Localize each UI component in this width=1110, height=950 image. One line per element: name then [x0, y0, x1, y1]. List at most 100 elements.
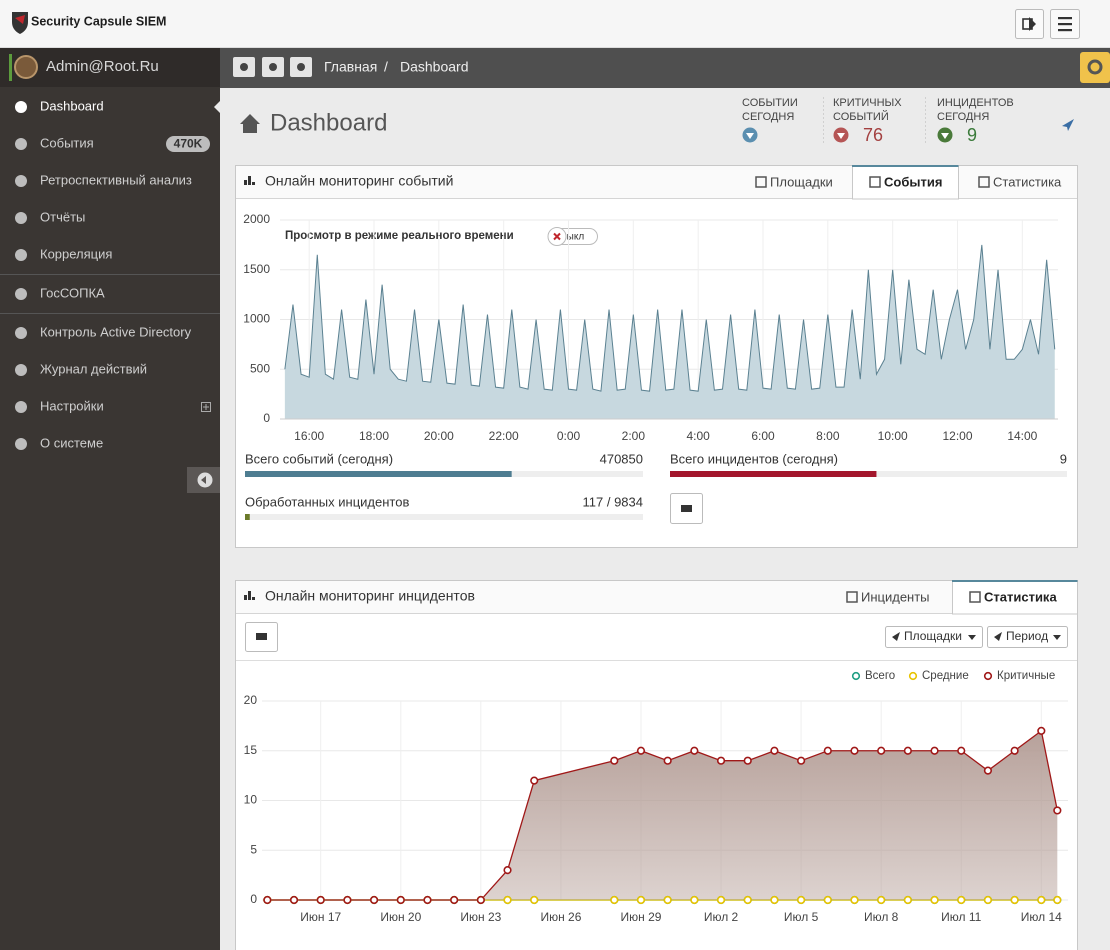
point — [396, 895, 405, 905]
x-tick-label: 14:00 — [1007, 429, 1037, 443]
x-tick-label: Июн 20 — [380, 910, 421, 924]
point — [1053, 895, 1062, 905]
tab[interactable]: События — [884, 174, 942, 189]
tab[interactable]: Статистика — [993, 174, 1062, 189]
x-tick-label: Июл 5 — [784, 910, 819, 924]
point — [743, 756, 752, 765]
menu-item[interactable]: Ретроспективный анализ — [40, 172, 192, 187]
menu-item[interactable]: ГосСОПКА — [40, 285, 105, 300]
dropdown-icon — [892, 632, 900, 641]
panel-icon — [244, 180, 247, 185]
locate-icon — [1062, 119, 1074, 131]
tab-icon — [869, 176, 881, 188]
menu-icon — [15, 364, 27, 376]
menu-item[interactable]: События — [40, 135, 94, 150]
menu-icon — [15, 249, 27, 261]
tab-active — [952, 580, 1078, 615]
x-tick-label: Июн 17 — [300, 910, 341, 924]
stat-icon-arrow — [746, 133, 754, 139]
point — [877, 895, 886, 905]
x-tick-label: 4:00 — [686, 429, 710, 443]
home-icon — [240, 114, 260, 133]
stat-value: 76 — [863, 125, 883, 145]
menu-item[interactable]: Dashboard — [40, 98, 104, 113]
menu-item[interactable]: О системе — [40, 435, 103, 450]
user-name[interactable]: Admin@Root.Ru — [46, 58, 159, 75]
progress-value: 470850 — [600, 451, 643, 466]
point — [530, 776, 539, 785]
progress-fill — [245, 471, 512, 477]
point — [289, 895, 299, 905]
stat-label: СОБЫТИЙ — [833, 110, 889, 123]
menu-icon-line — [1058, 17, 1072, 20]
x-tick-label: Июн 23 — [460, 910, 501, 924]
point — [450, 895, 459, 905]
menu-item[interactable]: Журнал действий — [40, 361, 147, 376]
settings-button[interactable] — [1080, 52, 1110, 83]
point — [343, 895, 352, 905]
dropdown-button[interactable] — [987, 626, 1068, 648]
area — [284, 244, 1055, 419]
point — [770, 746, 779, 755]
toolbar-icon — [240, 63, 248, 71]
x-tick-label: 10:00 — [878, 429, 908, 443]
legend-label[interactable]: Средние — [922, 670, 969, 682]
x-tick-label: Июл 2 — [704, 910, 739, 924]
point — [716, 756, 726, 765]
panel-icon — [252, 597, 255, 600]
x-tick-label: 12:00 — [942, 429, 972, 443]
breadcrumb-item[interactable]: Главная — [324, 59, 377, 75]
tab[interactable]: Площадки — [770, 174, 833, 189]
dropdown-label: Площадки — [904, 629, 962, 643]
legend-label[interactable]: Всего — [865, 670, 895, 682]
panel-header — [236, 581, 1077, 613]
toolbar-icon — [269, 63, 277, 71]
menu-badge — [166, 136, 210, 152]
point — [636, 746, 646, 755]
point — [903, 895, 912, 905]
progress-value: 9 — [1060, 451, 1067, 466]
point — [957, 746, 966, 755]
panel-icon — [248, 176, 251, 185]
progress-label: Обработанных инцидентов — [245, 494, 409, 509]
tab-icon — [755, 176, 767, 188]
panel-icon — [248, 591, 251, 600]
print-icon — [681, 505, 692, 512]
progress-label: Всего событий (сегодня) — [245, 451, 393, 466]
point — [983, 895, 993, 905]
header-bar — [0, 0, 1110, 48]
realtime-label: Просмотр в режиме реального времени — [285, 230, 514, 242]
panel-title: Онлайн мониторинг инцидентов — [265, 588, 475, 604]
dropdown-button[interactable] — [885, 626, 983, 648]
progress-fill — [670, 471, 877, 477]
menu-icon — [15, 327, 27, 339]
menu-item[interactable]: Отчёты — [40, 209, 85, 224]
panel-icon — [252, 182, 255, 185]
menu-item[interactable]: Настройки — [40, 398, 104, 413]
menu-item[interactable]: Контроль Active Directory — [40, 324, 192, 339]
point — [797, 895, 806, 905]
point — [636, 895, 646, 905]
menu-icon — [15, 288, 27, 300]
point — [610, 756, 619, 765]
logout-arrow — [1029, 17, 1036, 31]
point — [369, 895, 379, 905]
legend-label[interactable]: Критичные — [997, 670, 1055, 682]
point — [770, 895, 779, 905]
y-tick-label: 5 — [250, 842, 257, 856]
menu-item[interactable]: Корреляция — [40, 246, 112, 261]
stat-label: КРИТИЧНЫХ — [833, 97, 902, 109]
x-tick-label: Июн 29 — [621, 910, 662, 924]
point — [1010, 746, 1019, 755]
stat-label: СЕГОДНЯ — [742, 111, 794, 123]
tab[interactable]: Инциденты — [861, 589, 930, 604]
x-tick-label: Июл 11 — [941, 910, 981, 924]
y-tick-label: 2000 — [243, 212, 270, 226]
menu-badge-text: 470K — [174, 137, 203, 151]
tab[interactable]: Статистика — [984, 589, 1057, 604]
progress-track — [245, 514, 643, 520]
menu-icon — [15, 212, 27, 224]
stat-label: СОБЫТИИ — [742, 97, 798, 109]
